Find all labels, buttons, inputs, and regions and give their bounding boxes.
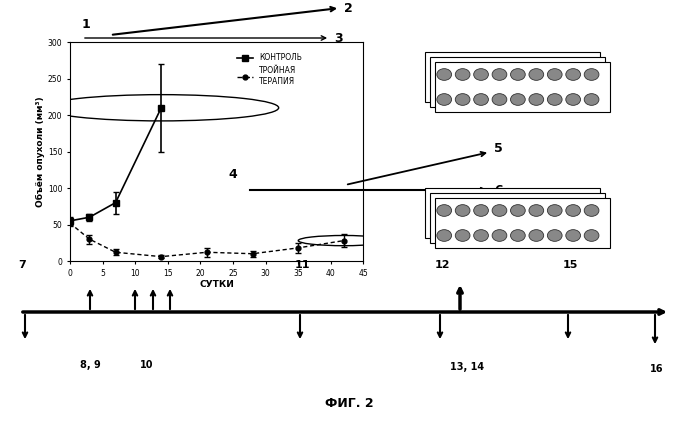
Ellipse shape — [437, 69, 452, 80]
Text: 6: 6 — [494, 184, 503, 197]
Ellipse shape — [455, 69, 470, 80]
FancyBboxPatch shape — [430, 57, 605, 107]
Ellipse shape — [584, 229, 599, 241]
Ellipse shape — [474, 229, 489, 241]
Ellipse shape — [529, 69, 544, 80]
FancyBboxPatch shape — [430, 193, 605, 243]
Ellipse shape — [492, 69, 507, 80]
Ellipse shape — [437, 205, 452, 216]
Text: 10: 10 — [140, 360, 154, 370]
Ellipse shape — [547, 205, 562, 216]
FancyBboxPatch shape — [425, 188, 600, 238]
Ellipse shape — [529, 93, 544, 105]
Ellipse shape — [510, 69, 525, 80]
Ellipse shape — [584, 69, 599, 80]
Ellipse shape — [510, 93, 525, 105]
Ellipse shape — [547, 69, 562, 80]
Ellipse shape — [584, 93, 599, 105]
Ellipse shape — [455, 229, 470, 241]
Ellipse shape — [455, 93, 470, 105]
Ellipse shape — [565, 93, 581, 105]
Text: 8, 9: 8, 9 — [80, 360, 101, 370]
FancyBboxPatch shape — [435, 198, 610, 248]
Ellipse shape — [547, 93, 562, 105]
Ellipse shape — [529, 205, 544, 216]
Ellipse shape — [565, 229, 581, 241]
Ellipse shape — [510, 205, 525, 216]
Text: 3: 3 — [334, 32, 343, 45]
Ellipse shape — [474, 93, 489, 105]
Ellipse shape — [529, 229, 544, 241]
Text: 7: 7 — [18, 260, 26, 270]
Text: 16: 16 — [650, 364, 663, 374]
Ellipse shape — [584, 205, 599, 216]
Ellipse shape — [455, 205, 470, 216]
Ellipse shape — [437, 229, 452, 241]
Y-axis label: Объём опухоли (мм³): Объём опухоли (мм³) — [36, 96, 45, 207]
FancyBboxPatch shape — [435, 62, 610, 112]
Ellipse shape — [474, 205, 489, 216]
Ellipse shape — [492, 93, 507, 105]
FancyBboxPatch shape — [425, 52, 600, 102]
Text: 2: 2 — [344, 2, 353, 14]
Text: 15: 15 — [563, 260, 578, 270]
Ellipse shape — [437, 93, 452, 105]
Text: 12: 12 — [435, 260, 450, 270]
Ellipse shape — [547, 229, 562, 241]
Text: 4: 4 — [228, 168, 237, 181]
Ellipse shape — [492, 229, 507, 241]
Ellipse shape — [492, 205, 507, 216]
Ellipse shape — [510, 229, 525, 241]
Text: 1: 1 — [82, 18, 91, 31]
Text: 11: 11 — [295, 260, 310, 270]
Ellipse shape — [565, 205, 581, 216]
Text: 13, 14: 13, 14 — [450, 362, 484, 372]
Text: ФИГ. 2: ФИГ. 2 — [325, 397, 374, 410]
Ellipse shape — [565, 69, 581, 80]
Text: 5: 5 — [494, 141, 503, 155]
Legend: КОНТРОЛЬ, ТРОЙНАЯ
ТЕРАПИЯ: КОНТРОЛЬ, ТРОЙНАЯ ТЕРАПИЯ — [234, 50, 305, 89]
Ellipse shape — [474, 69, 489, 80]
X-axis label: СУТКИ: СУТКИ — [199, 280, 234, 289]
